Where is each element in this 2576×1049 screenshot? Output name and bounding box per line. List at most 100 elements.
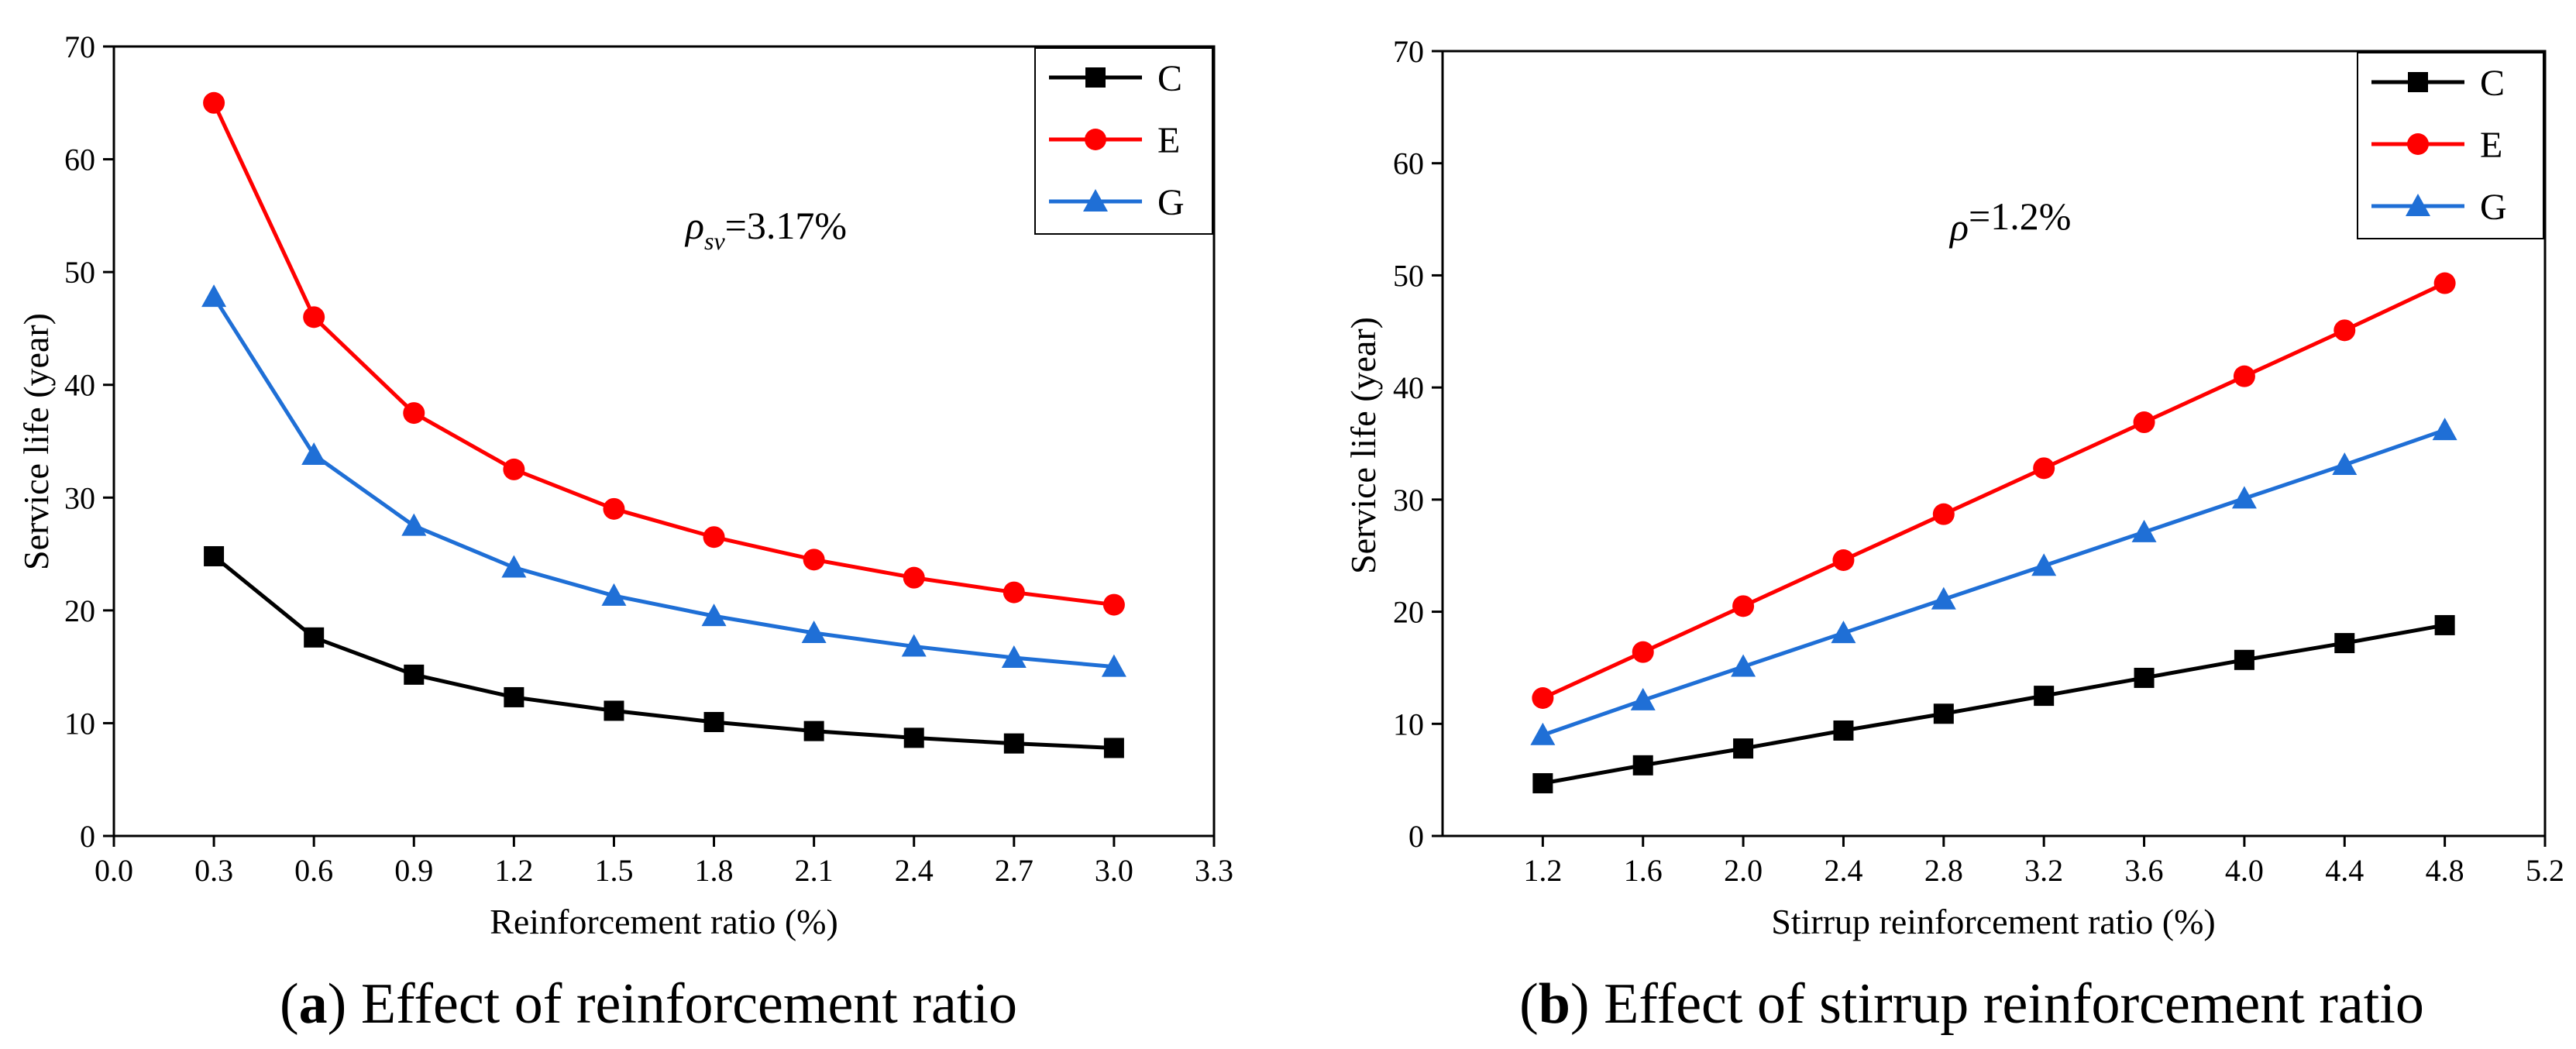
y-tick-label: 60: [1393, 146, 1424, 181]
x-tick-label: 1.2: [494, 853, 533, 888]
x-tick-label: 2.1: [795, 853, 834, 888]
x-tick-label: 1.5: [594, 853, 633, 888]
annotation-value-a: =3.17%: [725, 204, 847, 247]
y-tick-label: 30: [64, 480, 95, 515]
data-point-G-a: [601, 583, 627, 606]
data-point-C-b: [1733, 738, 1754, 759]
data-point-C-a: [703, 711, 724, 732]
data-point-E-a: [1102, 593, 1125, 616]
legend-marker-G-b: [2406, 194, 2430, 216]
data-point-G-a: [401, 513, 427, 536]
x-tick-label: 0.6: [294, 853, 333, 888]
caption-letter-a: a: [299, 972, 328, 1036]
data-point-C-b: [2434, 614, 2455, 635]
data-point-E-a: [203, 91, 225, 114]
legend-label-E-b: E: [2480, 125, 2502, 166]
annotation-symbol-b: ρ: [1948, 205, 1969, 249]
data-point-C-a: [304, 627, 325, 648]
legend-marker-C-b: [2408, 72, 2428, 92]
data-point-C-b: [2334, 633, 2355, 654]
caption-text-a: Effect of reinforcement ratio: [361, 972, 1017, 1036]
data-point-G-a: [901, 634, 927, 657]
annotation-b: ρ=1.2%: [1948, 194, 2071, 249]
data-point-C-b: [2134, 667, 2155, 688]
legend-label-G-b: G: [2480, 187, 2507, 228]
annotation-symbol-a: ρ: [684, 204, 704, 247]
series-line-G-b: [1542, 428, 2446, 738]
y-tick-label: 10: [1393, 707, 1424, 741]
data-point-G-b: [1630, 687, 1656, 710]
y-tick-label: 20: [64, 593, 95, 628]
data-point-E-b: [2433, 272, 2456, 294]
data-point-E-b: [1932, 503, 1955, 525]
axis-ticks-b: 1.2 1.6 2.0 2.4 2.8 3.2 3.6 4.0 4.4 4.8 5.2 0 10 20 30…: [1393, 34, 2564, 888]
series-line-E-b: [1542, 281, 2446, 700]
x-tick-label: 1.2: [1523, 853, 1562, 888]
legend-label-G-a: G: [1157, 182, 1185, 223]
legend-marker-E-b: [2407, 133, 2429, 155]
data-point-E-a: [503, 458, 525, 480]
data-point-C-b: [1833, 720, 1854, 741]
caption-letter-b: b: [1539, 972, 1570, 1036]
y-tick-label: 60: [64, 143, 95, 177]
chart-panel-b: 1.2 1.6 2.0 2.4 2.8 3.2 3.6 4.0 4.4 4.8 5.2 0 10 20 30…: [1343, 34, 2564, 1036]
data-point-E-b: [2334, 319, 2356, 342]
x-axis-title-a: Reinforcement ratio (%): [490, 902, 838, 941]
data-point-G-a: [501, 555, 527, 578]
data-point-C-a: [204, 545, 225, 566]
data-point-G-b: [2031, 553, 2057, 576]
x-tick-label: 2.4: [1824, 853, 1862, 888]
annotation-sub-a: sv: [704, 227, 725, 255]
axis-ticks-a: 0.0 0.3 0.6 0.9 1.2 1.5 1.8 2.1 2.4 2.7 3.0 3.3 0 10 2…: [64, 29, 1233, 888]
data-point-G-a: [1001, 645, 1027, 668]
data-point-G-b: [2231, 486, 2257, 509]
y-axis-title-b: Service life (year): [1343, 317, 1383, 574]
y-tick-label: 10: [64, 706, 95, 741]
data-point-C-b: [1632, 755, 1653, 776]
legend-label-C-a: C: [1157, 58, 1182, 99]
data-point-E-b: [1832, 549, 1855, 572]
x-tick-label: 2.8: [1924, 853, 1963, 888]
chart-panel-a: 0.0 0.3 0.6 0.9 1.2 1.5 1.8 2.1 2.4 2.7 3.0 3.3 0 10 2…: [16, 29, 1233, 1036]
legend-marker-C-a: [1085, 67, 1106, 88]
x-tick-label: 3.0: [1095, 853, 1133, 888]
series-line-E-a: [212, 101, 1115, 607]
data-point-C-a: [404, 664, 425, 685]
y-axis-title-a: Service life (year): [16, 313, 56, 570]
data-point-G-b: [1931, 586, 1956, 610]
y-tick-label: 0: [80, 819, 95, 854]
data-point-G-b: [1530, 722, 1556, 745]
x-axis-title-b: Stirrup reinforcement ratio (%): [1771, 902, 2216, 941]
data-point-C-b: [2234, 649, 2254, 670]
y-tick-label: 70: [64, 29, 95, 64]
data-point-G-a: [701, 604, 727, 627]
data-point-G-b: [1731, 654, 1756, 677]
series-layer-b: [1530, 272, 2457, 793]
plot-frame-a: [112, 45, 1216, 837]
plot-frame-b: [1441, 50, 2547, 837]
y-tick-label: 30: [1393, 483, 1424, 518]
annotation-a: ρsv=3.17%: [684, 204, 847, 255]
x-tick-label: 0.9: [394, 853, 433, 888]
x-tick-label: 3.3: [1195, 853, 1233, 888]
x-tick-label: 1.8: [695, 853, 734, 888]
data-point-E-a: [1003, 581, 1025, 604]
series-line-C-a: [212, 555, 1115, 750]
data-point-E-b: [2033, 457, 2055, 480]
data-point-C-a: [604, 700, 624, 721]
data-point-E-a: [903, 566, 925, 589]
data-point-C-a: [504, 686, 524, 707]
data-point-E-b: [1732, 595, 1755, 617]
x-tick-label: 2.7: [995, 853, 1033, 888]
data-point-G-a: [201, 284, 227, 308]
data-point-G-a: [301, 442, 327, 465]
x-tick-label: 3.6: [2125, 853, 2164, 888]
data-point-G-a: [1101, 654, 1126, 677]
y-tick-label: 70: [1393, 34, 1424, 69]
x-tick-label: 1.6: [1624, 853, 1663, 888]
caption-b: (b) Effect of stirrup reinforcement rati…: [1519, 972, 2424, 1036]
annotation-value-b: =1.2%: [1969, 194, 2071, 238]
x-tick-label: 4.4: [2325, 853, 2364, 888]
legend-label-C-b: C: [2480, 63, 2505, 104]
x-tick-label: 5.2: [2526, 853, 2564, 888]
